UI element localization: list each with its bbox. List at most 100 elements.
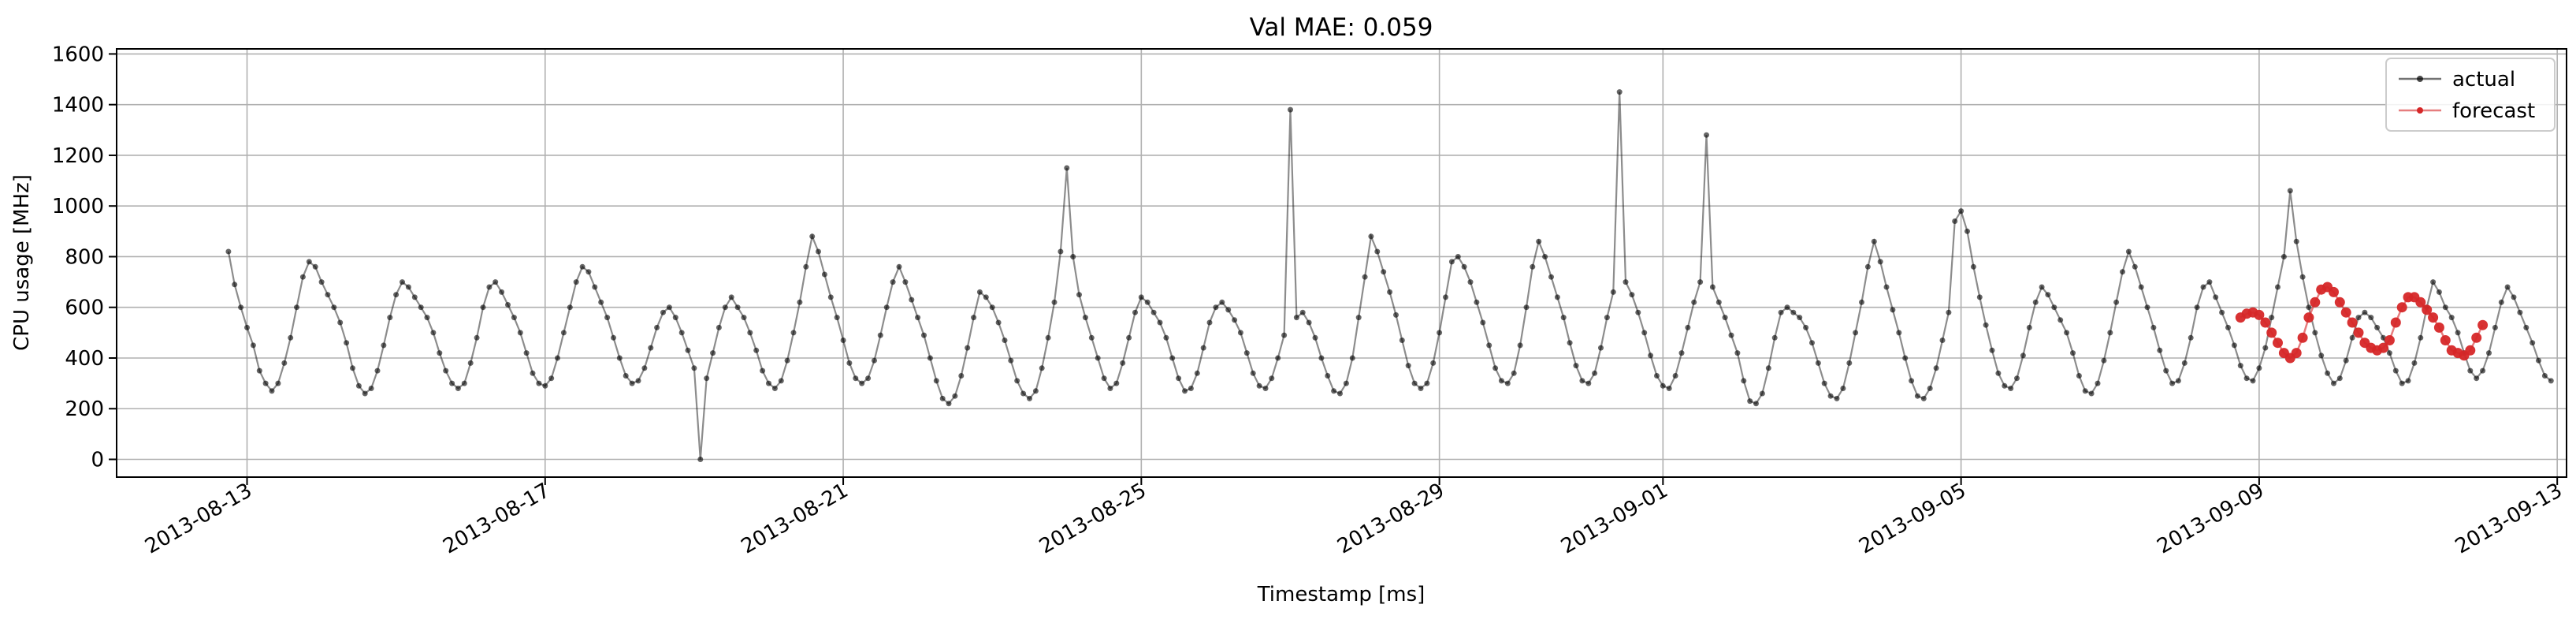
series-actual-point <box>1474 299 1480 305</box>
series-actual-point <box>2331 380 2336 386</box>
series-actual-point <box>1641 330 1648 336</box>
series-actual-point <box>2219 309 2225 315</box>
series-actual-point <box>2392 367 2399 374</box>
series-actual-point <box>238 304 244 311</box>
series-actual-point <box>1349 355 1355 361</box>
series-actual-point <box>1672 373 1678 379</box>
series-actual-point <box>1461 263 1467 270</box>
series-forecast-point <box>2310 297 2321 308</box>
series-forecast-point <box>2329 286 2339 297</box>
series-actual-point <box>560 330 567 336</box>
series-actual-point <box>1660 382 1666 389</box>
series-actual-point <box>1486 342 1492 349</box>
series-actual-point <box>1002 338 1008 343</box>
series-actual-point <box>2306 304 2312 311</box>
series-actual-point <box>1573 363 1579 369</box>
series-actual-point <box>1144 299 1150 305</box>
series-actual-point <box>716 324 722 330</box>
series-actual-point <box>2287 188 2293 194</box>
series-forecast-point <box>2297 332 2308 343</box>
series-actual-point <box>2386 350 2392 356</box>
series-actual-point <box>1293 315 1299 321</box>
series-actual-point <box>722 304 728 311</box>
series-actual-point <box>2150 324 2157 330</box>
series-actual-point <box>821 271 827 278</box>
series-actual-point <box>299 274 306 280</box>
series-actual-point <box>1809 340 1815 346</box>
series-actual-point <box>1132 309 1138 315</box>
series-actual-point <box>2442 304 2448 311</box>
series-actual-point <box>2181 360 2188 366</box>
series-actual-point <box>921 332 927 338</box>
series-actual-point <box>2070 350 2076 356</box>
series-actual-point <box>337 319 344 326</box>
series-actual-point <box>2101 357 2107 364</box>
series-actual-point <box>989 304 995 311</box>
series-actual-point <box>1355 315 1362 321</box>
series-actual-point <box>1237 330 1243 336</box>
series-actual-point <box>1734 350 1741 356</box>
series-actual-point <box>344 340 350 346</box>
series-actual-point <box>834 315 840 321</box>
series-forecast-point <box>2433 322 2444 333</box>
series-actual-point <box>1182 388 1188 394</box>
series-actual-point <box>418 304 424 311</box>
series-actual-point <box>2076 373 2082 379</box>
series-actual-point <box>753 347 760 353</box>
series-actual-point <box>1095 355 1101 361</box>
series-actual <box>225 89 2554 462</box>
series-actual-point <box>2448 315 2455 321</box>
series-actual-point <box>1163 334 1169 341</box>
series-actual-point <box>1859 299 1864 305</box>
series-actual-point <box>1480 319 1486 326</box>
series-actual-point <box>728 294 734 300</box>
series-actual-point <box>1709 284 1715 290</box>
series-actual-point <box>760 367 766 374</box>
series-actual-point <box>1418 386 1424 391</box>
series-actual-point <box>517 330 523 336</box>
series-actual-point <box>1256 382 1262 389</box>
series-actual-point <box>1853 330 1859 336</box>
series-actual-point <box>2405 378 2411 384</box>
series-actual-point <box>710 350 716 356</box>
series-actual-point <box>946 401 952 407</box>
series-actual-point <box>2200 284 2206 290</box>
series-forecast-point <box>2334 297 2345 308</box>
series-actual-point <box>1914 393 1920 399</box>
series-forecast-point <box>2303 312 2314 323</box>
series-actual-point <box>1107 386 1113 391</box>
series-actual-point <box>616 355 623 361</box>
series-actual-point <box>604 315 611 321</box>
series-actual-point <box>281 360 288 366</box>
series-actual-point <box>678 330 685 336</box>
series-actual-point <box>2002 382 2008 389</box>
series-actual-point <box>2418 334 2424 341</box>
series-forecast-point <box>2471 332 2482 343</box>
series-actual-point <box>424 315 430 321</box>
series-actual-point <box>1343 380 1349 386</box>
series-actual-point <box>232 282 238 288</box>
series-actual-point <box>784 357 790 364</box>
series-actual-point <box>1635 309 1641 315</box>
series-actual-point <box>2486 350 2492 356</box>
series-forecast-point <box>2415 297 2426 308</box>
series-actual-point <box>411 294 418 300</box>
series-actual-point <box>2243 375 2250 382</box>
series-actual-point <box>1020 390 1027 397</box>
series-actual-point <box>2045 292 2051 298</box>
series-actual-point <box>915 315 921 321</box>
series-actual-point <box>530 370 536 376</box>
series-actual-point <box>1243 350 1250 356</box>
series-actual-point <box>1902 355 1909 361</box>
series-actual-point <box>393 292 400 298</box>
series-actual-point <box>1101 375 1107 382</box>
series-actual-point <box>927 355 933 361</box>
series-actual-point <box>2523 324 2530 330</box>
series-actual-point <box>890 279 896 285</box>
series-forecast-point <box>2254 309 2265 320</box>
series-actual-point <box>1567 340 1573 346</box>
series-actual-point <box>579 263 585 270</box>
series-actual-point <box>1579 378 1585 384</box>
series-actual-point <box>1387 289 1393 295</box>
series-actual-point <box>486 284 493 290</box>
